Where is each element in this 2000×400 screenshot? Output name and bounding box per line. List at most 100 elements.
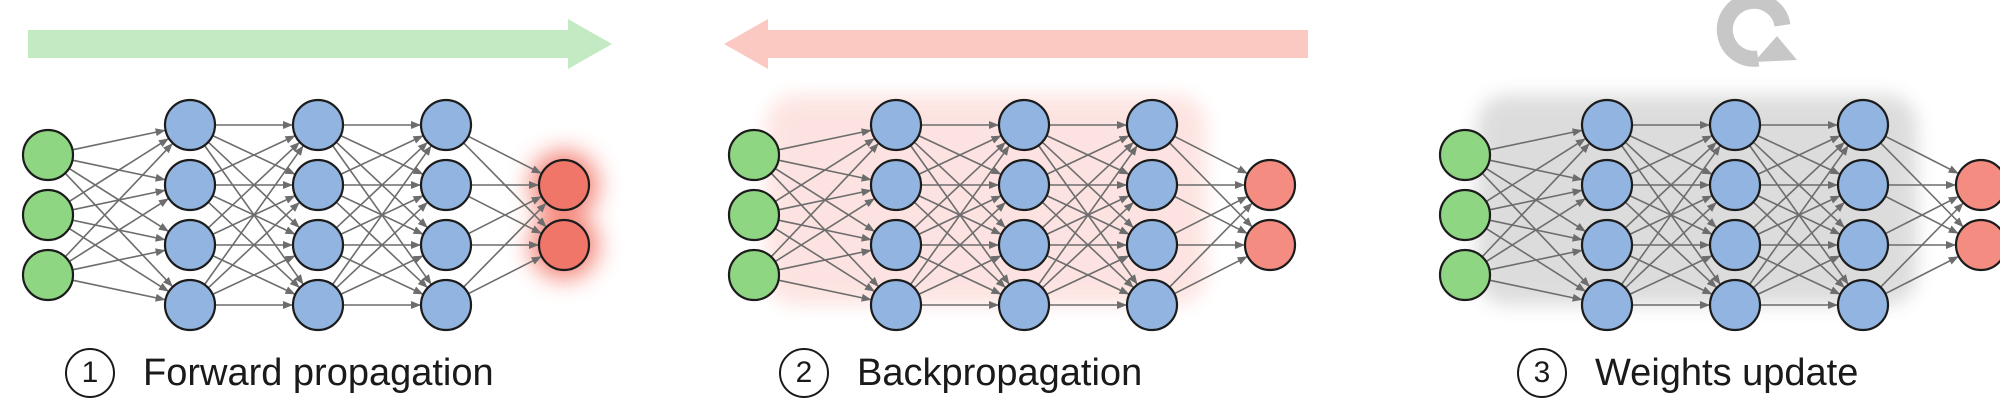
edge-hidden-3-4-to-output-1 (1879, 202, 1964, 288)
output-node-2 (537, 218, 591, 272)
hidden-2-node-3 (291, 218, 345, 272)
hidden-3-node-2 (1836, 158, 1890, 212)
hidden-1-node-4 (1580, 278, 1634, 332)
input-node-2 (1438, 188, 1492, 242)
hidden-1-node-1 (163, 98, 217, 152)
output-node-1 (1243, 158, 1297, 212)
edge-hidden-2-3-to-hidden-3-1 (1752, 142, 1845, 229)
edge-hidden-1-4-to-hidden-2-2 (1624, 202, 1717, 289)
edge-hidden-2-4-to-hidden-3-3 (1757, 255, 1841, 296)
network-nodes (21, 98, 591, 332)
network-edges (64, 121, 547, 309)
edge-hidden-2-4-to-hidden-3-3 (1046, 255, 1130, 296)
edge-input-3-to-hidden-1-2 (774, 198, 875, 263)
input-node-1 (727, 128, 781, 182)
edge-hidden-3-4-to-output-2 (1173, 256, 1248, 295)
edge-input-3-to-hidden-1-1 (1481, 143, 1590, 258)
edge-hidden-1-4-to-hidden-2-3 (212, 255, 296, 296)
hidden-3-node-1 (419, 98, 473, 152)
edge-input-3-to-hidden-1-4 (1489, 279, 1583, 302)
edge-hidden-1-2-to-hidden-2-1 (918, 135, 1002, 176)
hidden-2-node-3 (1708, 218, 1762, 272)
edge-hidden-3-3-to-output-1 (1173, 196, 1248, 235)
edge-input-2-to-hidden-1-1 (68, 138, 169, 203)
edge-hidden-2-2-to-hidden-3-1 (1046, 135, 1130, 176)
hidden-2-node-4 (997, 278, 1051, 332)
step-1-title: Forward propagation (143, 351, 494, 394)
step-2-number-badge: 2 (779, 348, 829, 398)
edge-hidden-2-3-to-hidden-3-1 (1041, 142, 1134, 229)
refresh-icon (1716, 0, 1797, 67)
edge-input-3-to-hidden-1-3 (1489, 248, 1583, 271)
edge-hidden-3-3-to-output-1 (467, 196, 542, 235)
hidden-3-node-4 (419, 278, 473, 332)
edge-hidden-2-4-to-hidden-3-2 (335, 202, 428, 289)
edge-hidden-3-1-to-output-1 (467, 135, 542, 174)
edge-hidden-1-4-to-hidden-2-2 (207, 202, 300, 289)
hidden-2-node-2 (997, 158, 1051, 212)
hidden-3-node-1 (1836, 98, 1890, 152)
edge-hidden-1-4-to-hidden-2-2 (913, 202, 1006, 289)
edge-input-3-to-hidden-1-3 (72, 248, 166, 271)
edge-hidden-1-3-to-hidden-2-1 (1624, 142, 1717, 229)
edge-hidden-3-3-to-output-1 (1884, 196, 1959, 235)
input-node-1 (1438, 128, 1492, 182)
hidden-1-node-1 (1580, 98, 1634, 152)
output-node-1 (1954, 158, 2000, 212)
hidden-3-node-3 (1125, 218, 1179, 272)
edge-input-3-to-hidden-1-1 (770, 143, 879, 258)
network-edges (1481, 121, 1964, 309)
edge-hidden-1-2-to-hidden-2-1 (1629, 135, 1713, 176)
edge-hidden-2-2-to-hidden-3-1 (1757, 135, 1841, 176)
edge-hidden-1-4-to-hidden-2-1 (909, 145, 1010, 286)
hidden-2-node-2 (291, 158, 345, 212)
edge-input-2-to-hidden-1-1 (1485, 138, 1586, 203)
backward-arrow (724, 19, 1308, 69)
edge-input-3-to-hidden-1-2 (1485, 198, 1586, 263)
hidden-1-node-3 (163, 218, 217, 272)
edge-hidden-2-4-to-hidden-3-1 (1748, 145, 1849, 286)
hidden-3-node-3 (419, 218, 473, 272)
edge-hidden-1-4-to-hidden-2-1 (1620, 145, 1721, 286)
step-3-title: Weights update (1595, 351, 1859, 394)
edge-hidden-2-4-to-hidden-3-2 (1752, 202, 1845, 289)
panel-step-1 (21, 19, 612, 332)
panel-step-3 (1438, 0, 2000, 332)
edge-input-1-to-hidden-1-1 (72, 128, 166, 151)
edge-hidden-2-3-to-hidden-3-1 (335, 142, 428, 229)
edge-hidden-1-4-to-hidden-2-3 (1629, 255, 1713, 296)
hidden-2-node-4 (1708, 278, 1762, 332)
step-2-label: 2 Backpropagation (779, 346, 1142, 400)
panel-step-2 (724, 19, 1308, 332)
edge-input-1-to-hidden-1-1 (778, 128, 872, 151)
hidden-1-node-3 (869, 218, 923, 272)
hidden-1-node-3 (1580, 218, 1634, 272)
input-node-1 (21, 128, 75, 182)
output-node-2 (1243, 218, 1297, 272)
input-node-2 (21, 188, 75, 242)
edge-hidden-1-3-to-hidden-2-1 (207, 142, 300, 229)
input-node-3 (727, 248, 781, 302)
edge-hidden-1-4-to-hidden-2-1 (203, 145, 304, 286)
step-2-title: Backpropagation (857, 351, 1143, 394)
edge-hidden-3-4-to-output-2 (1884, 256, 1959, 295)
hidden-1-node-1 (869, 98, 923, 152)
input-node-2 (727, 188, 781, 242)
edge-input-3-to-hidden-1-4 (778, 279, 872, 302)
edge-hidden-2-4-to-hidden-3-1 (331, 145, 432, 286)
edge-input-1-to-hidden-1-1 (1489, 128, 1583, 151)
edge-hidden-3-4-to-output-1 (462, 202, 547, 288)
edge-input-3-to-hidden-1-2 (68, 198, 169, 263)
hidden-3-node-2 (419, 158, 473, 212)
edge-hidden-3-4-to-output-1 (1168, 202, 1253, 288)
input-node-3 (1438, 248, 1492, 302)
hidden-2-node-1 (1708, 98, 1762, 152)
edge-hidden-3-1-to-output-1 (1884, 135, 1959, 174)
output-node-1 (537, 158, 591, 212)
edge-hidden-2-4-to-hidden-3-3 (340, 255, 424, 296)
edge-input-3-to-hidden-1-3 (778, 248, 872, 271)
step-1-number-badge: 1 (65, 348, 115, 398)
edge-input-3-to-hidden-1-1 (64, 143, 173, 258)
edge-input-3-to-hidden-1-4 (72, 279, 166, 302)
hidden-3-node-2 (1125, 158, 1179, 212)
